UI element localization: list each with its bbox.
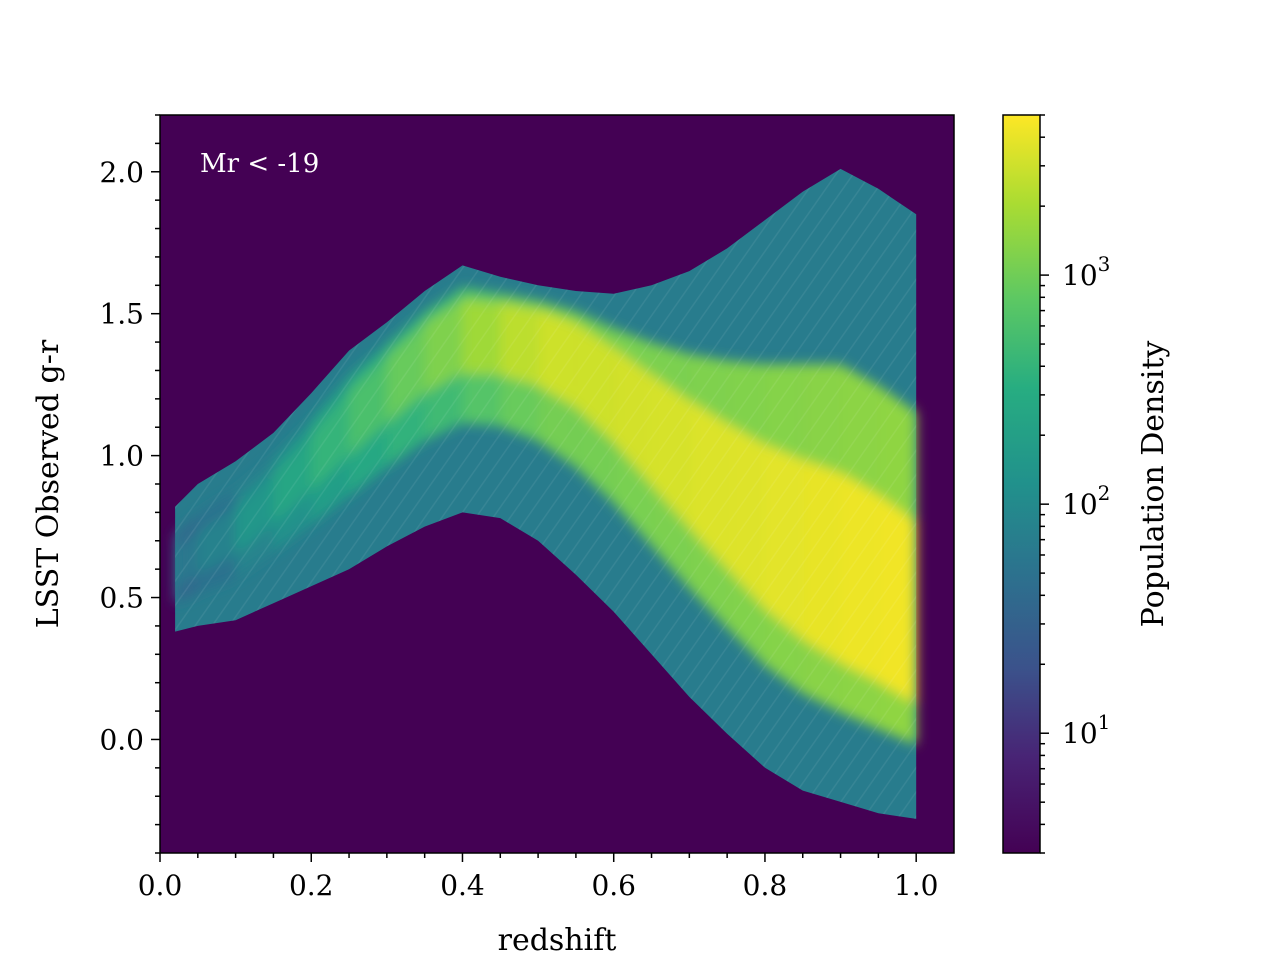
colorbar-gradient [1003,115,1040,853]
colorbar-ticks: 101 102 103 [1040,114,1110,854]
x-tick-label: 0.4 [440,869,485,902]
y-tick-label: 0.0 [99,723,144,756]
plot-area [159,114,955,854]
filter-annotation: Mr < -19 [200,149,319,179]
colorbar-tick-label: 103 [1062,252,1110,292]
colorbar: 101 102 103 Population Density [1002,114,1171,854]
x-tick-label: 0.2 [289,869,334,902]
x-tick-label: 0.6 [591,869,636,902]
y-tick-label: 2.0 [99,156,144,189]
y-tick-label: 1.0 [99,440,144,473]
colorbar-tick-label: 102 [1062,481,1110,521]
colorbar-tick-label: 101 [1062,710,1110,750]
y-tick-label: 0.5 [99,582,144,615]
x-axis-ticks: 0.0 0.2 0.4 0.6 0.8 1.0 [138,853,939,902]
x-tick-label: 0.0 [138,869,183,902]
x-axis-label: redshift [498,923,617,958]
colorbar-frame [1002,114,1041,854]
y-axis-label: LSST Observed g-r [31,339,66,628]
y-axis-ticks: 0.0 0.5 1.0 1.5 2.0 [99,114,160,854]
y-tick-label: 1.5 [99,298,144,331]
x-tick-label: 1.0 [894,869,939,902]
density-streaks [175,168,917,819]
colorbar-label: Population Density [1136,341,1171,628]
x-tick-label: 0.8 [743,869,788,902]
heatmap-density [175,168,917,819]
